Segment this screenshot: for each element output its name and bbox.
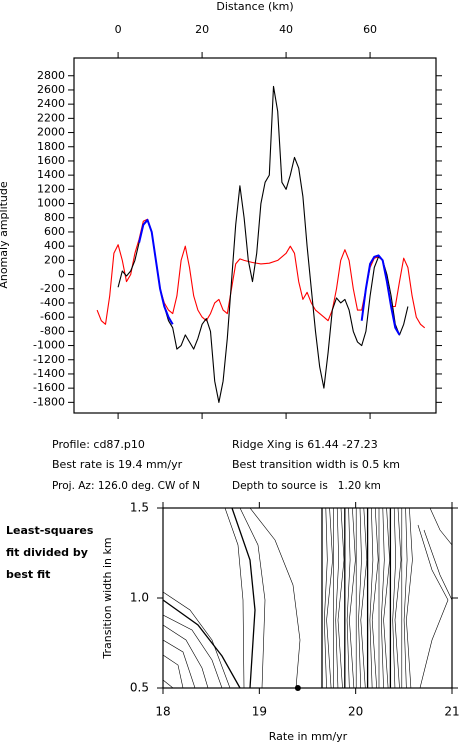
x-tick-label: 20	[195, 23, 209, 36]
x-tick-label: 60	[363, 23, 377, 36]
contour-line	[383, 508, 390, 688]
x-tick-label: 40	[279, 23, 293, 36]
x-axis-title: Rate in mm/yr	[269, 730, 348, 743]
contour-field	[163, 508, 452, 688]
y-axis-title: Anomaly amplitude	[0, 181, 10, 289]
contour-line	[163, 614, 223, 688]
contour-line	[163, 639, 196, 688]
data-line	[96, 218, 426, 329]
contour-line	[358, 508, 362, 688]
y-tick-label: -200	[40, 282, 65, 295]
contour-line	[346, 508, 351, 688]
y-tick-label: 2000	[37, 126, 65, 139]
x-tick-label: 20	[348, 705, 363, 719]
y-tick-label: 1800	[37, 140, 65, 153]
x-tick-label: 18	[155, 705, 170, 719]
contour-line	[335, 508, 340, 688]
y-tick-label: -400	[40, 296, 65, 309]
contour-line	[417, 524, 449, 688]
x-tick-label: 19	[252, 705, 267, 719]
contour-line	[249, 508, 301, 688]
contour-line	[163, 591, 231, 688]
y-tick-label: 2800	[37, 69, 65, 82]
top-frame	[73, 57, 437, 414]
y-tick-label: 1.0	[130, 591, 149, 605]
contour-line	[337, 508, 345, 688]
x-tick-label: 21	[444, 705, 459, 719]
y-tick-label: 800	[44, 211, 65, 224]
data-line	[117, 85, 409, 403]
y-tick-label: 600	[44, 225, 65, 238]
contour-line	[360, 508, 368, 688]
contour-line	[163, 654, 184, 688]
contour-line	[394, 508, 402, 688]
y-tick-label: 1.5	[130, 501, 149, 515]
y-tick-label: -600	[40, 310, 65, 323]
y-tick-label: -800	[40, 324, 65, 337]
info-text: Proj. Az: 126.0 deg. CW of N	[52, 480, 200, 492]
info-text: Best rate is 19.4 mm/yr	[52, 458, 183, 471]
y-tick-label: 400	[44, 239, 65, 252]
y-tick-label: -1000	[33, 339, 65, 352]
contour-line	[239, 508, 266, 688]
y-tick-label: 0	[58, 268, 65, 281]
note-text: best fit	[6, 568, 50, 581]
contour-line	[349, 508, 356, 688]
y-tick-label: 200	[44, 253, 65, 266]
info-text: Ridge Xing is 61.44 -27.23	[232, 438, 378, 451]
x-axis-title: Distance (km)	[216, 0, 293, 13]
contour-line	[392, 508, 397, 688]
y-tick-label: 1000	[37, 197, 65, 210]
y-tick-label: -1200	[33, 353, 65, 366]
note-text: fit divided by	[6, 546, 88, 559]
data-line	[138, 218, 174, 325]
contour-line	[163, 599, 241, 688]
y-tick-label: 2400	[37, 97, 65, 110]
y-tick-label: -1400	[33, 367, 65, 380]
y-tick-label: 1600	[37, 154, 65, 167]
y-tick-label: 2200	[37, 111, 65, 124]
contour-line	[423, 529, 452, 601]
info-text: Profile: cd87.p10	[52, 438, 145, 451]
y-tick-label: -1800	[33, 395, 65, 408]
contour-line	[403, 508, 408, 688]
contour-line	[326, 508, 333, 688]
x-tick-label: 0	[115, 23, 122, 36]
y-tick-label: 0.5	[130, 681, 149, 695]
contour-line	[163, 679, 174, 688]
y-tick-label: -1600	[33, 381, 65, 394]
y-tick-label: 1400	[37, 168, 65, 181]
contour-line	[323, 508, 328, 688]
best-fit-point	[294, 685, 301, 691]
contour-line	[371, 508, 379, 688]
contour-line	[224, 508, 245, 688]
contour-line	[429, 508, 452, 546]
note-text: Least-squares	[6, 524, 94, 537]
data-line	[360, 254, 401, 336]
contour-line	[380, 508, 385, 688]
y-tick-label: 2600	[37, 83, 65, 96]
info-text: Best transition width is 0.5 km	[232, 458, 400, 471]
y-tick-label: 1200	[37, 182, 65, 195]
contour-line	[406, 508, 413, 688]
contour-line	[369, 508, 374, 688]
contour-line	[163, 624, 209, 688]
contour-line	[231, 508, 256, 688]
info-text: Depth to source is 1.20 km	[232, 480, 381, 492]
y-axis-title: Transition width in km	[101, 537, 114, 659]
